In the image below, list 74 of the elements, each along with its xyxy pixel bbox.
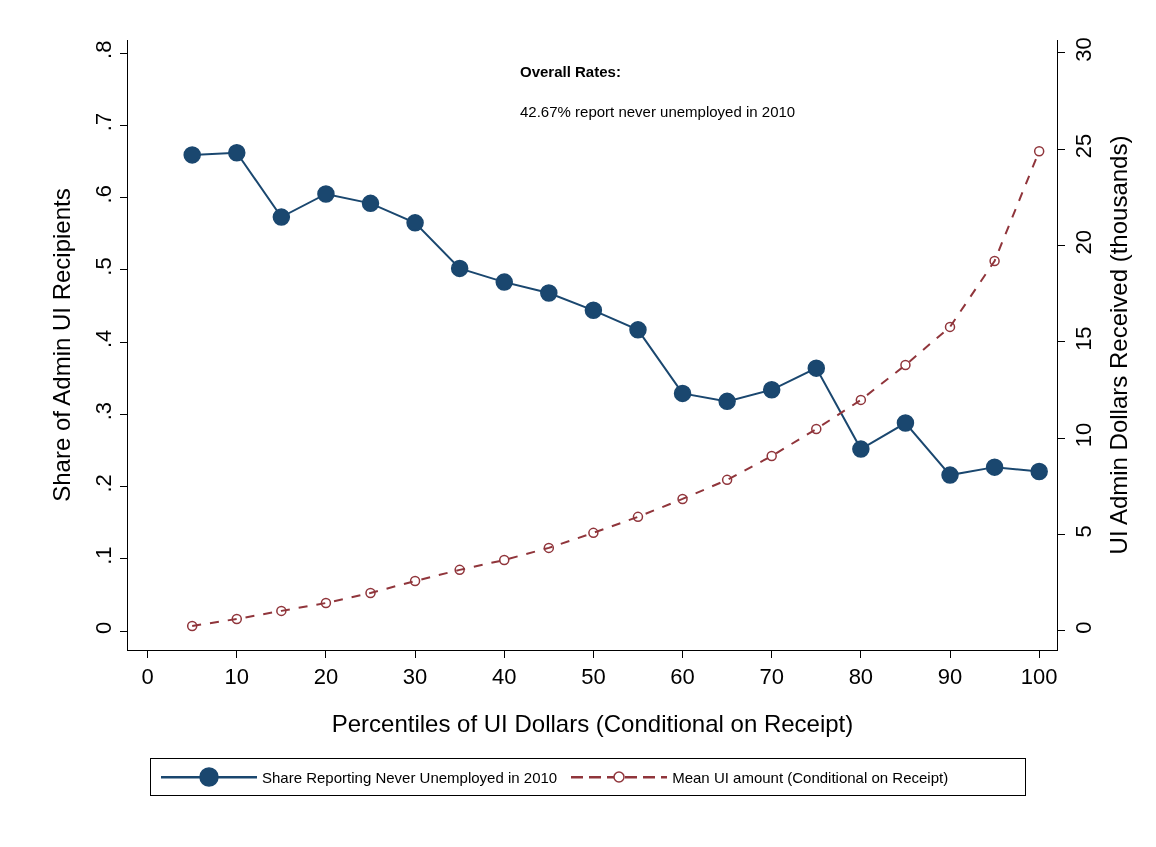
annotation: 42.67% report never unemployed in 2010 [520, 103, 796, 120]
point [498, 554, 510, 566]
point [543, 542, 555, 554]
point [186, 620, 198, 632]
point [985, 458, 1004, 476]
point [766, 450, 777, 462]
y2-tick-label: 15 [1071, 326, 1097, 351]
point [855, 394, 867, 406]
x-tick-label: 20 [313, 664, 339, 690]
y-tick-label: .7 [91, 112, 117, 132]
x-tick-label: 40 [492, 664, 517, 690]
point [454, 564, 465, 576]
point [811, 423, 822, 435]
point [406, 214, 424, 232]
y-tick-label: .2 [91, 474, 117, 493]
point [941, 466, 959, 484]
y-tick-label: .1 [91, 546, 117, 565]
point [1030, 462, 1048, 481]
point [944, 321, 956, 333]
x-tick-label: 50 [581, 664, 606, 690]
y-tick-label: .3 [91, 401, 117, 421]
x-tick-label: 80 [848, 664, 874, 690]
x-tick-label: 60 [670, 664, 695, 690]
point [231, 613, 243, 625]
point [320, 597, 332, 609]
point [677, 493, 688, 505]
point [989, 255, 1000, 267]
x-axis-title: Percentiles of UI Dollars (Conditional on Receipt) [331, 710, 854, 737]
point [584, 301, 603, 320]
annotation: Overall Rates: [520, 63, 621, 80]
y-tick-label: .8 [91, 40, 117, 59]
point [276, 605, 287, 617]
point [632, 511, 644, 523]
point [852, 440, 870, 458]
point [495, 273, 513, 291]
point [540, 284, 558, 302]
point [673, 384, 692, 403]
point [807, 359, 826, 377]
y-tick-label: .6 [91, 185, 117, 204]
x-tick-label: 10 [224, 664, 250, 690]
y2-tick-label: 5 [1071, 525, 1097, 538]
legend-label: Mean UI amount (Conditional on Receipt) [672, 768, 949, 786]
point [762, 381, 781, 399]
point [450, 259, 469, 278]
point [588, 527, 599, 539]
point [1033, 145, 1045, 157]
x-tick-label: 70 [759, 664, 784, 690]
y2-tick-label: 0 [1071, 621, 1097, 634]
point [629, 321, 647, 339]
point [409, 575, 421, 587]
x-tick-label: 0 [141, 664, 154, 690]
legend-label: Share Reporting Never Unemployed in 2010 [262, 768, 558, 786]
y-axis-title: Share of Admin UI Recipients [48, 188, 75, 502]
x-tick-label: 100 [1020, 664, 1058, 690]
y2-tick-label: 20 [1071, 230, 1097, 255]
y-tick-label: .5 [91, 257, 117, 276]
point [272, 208, 291, 226]
point [365, 587, 376, 599]
point [900, 359, 911, 371]
y2-tick-label: 10 [1071, 422, 1097, 448]
x-tick-label: 90 [937, 664, 963, 690]
point [721, 474, 733, 486]
point [317, 185, 335, 203]
point [896, 414, 915, 432]
y-tick-label: 0 [91, 621, 117, 635]
point [183, 146, 201, 164]
y2-axis-title: UI Admin Dollars Received (thousands) [1105, 135, 1132, 555]
x-tick-label: 30 [402, 664, 428, 690]
point [361, 194, 380, 213]
point [718, 392, 736, 411]
y-tick-label: .4 [91, 329, 117, 348]
point [228, 144, 246, 162]
y2-tick-label: 25 [1071, 133, 1097, 159]
y2-tick-label: 30 [1071, 37, 1097, 62]
